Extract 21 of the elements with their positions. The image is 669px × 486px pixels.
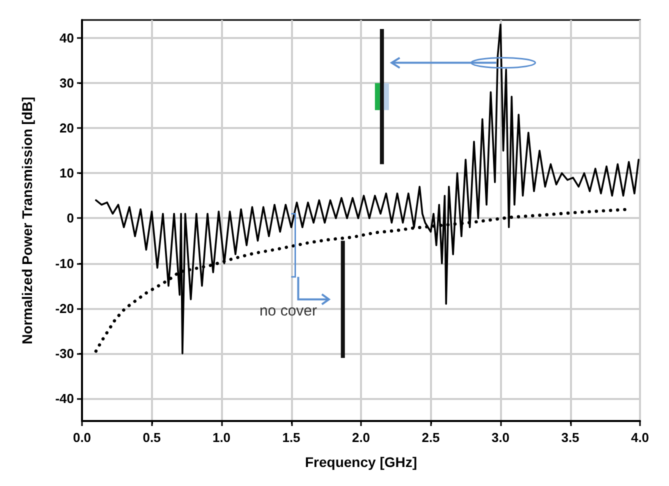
y-tick-label: 0 [66,210,74,226]
y-axis-title: Normalized Power Transmission [dB] [19,96,35,344]
x-tick-label: 1.5 [282,430,300,445]
y-tick-label: -30 [55,346,74,361]
text: no cover [259,302,318,320]
x-tick-label: 3.0 [491,430,510,445]
y-tick-label: 30 [60,76,74,91]
y-tick-label: 40 [60,30,74,46]
y-tick-label: 10 [60,166,74,181]
x-tick-label: 2.0 [352,430,370,445]
y-tick-label: -10 [55,256,74,271]
y-tick-label: 20 [60,120,74,136]
y-tick-label: -40 [55,390,74,406]
y-tick-label: -20 [55,300,74,316]
x-tick-label: 4.0 [630,430,650,445]
x-tick-label: 0.5 [142,430,161,445]
x-tick-label: 3.5 [561,430,580,445]
x-tick-label: 2.5 [422,430,440,445]
x-tick-label: 1.0 [212,430,231,445]
x-tick-label: 0.0 [72,430,92,445]
x-axis-title: Frequency [GHz] [304,454,418,470]
